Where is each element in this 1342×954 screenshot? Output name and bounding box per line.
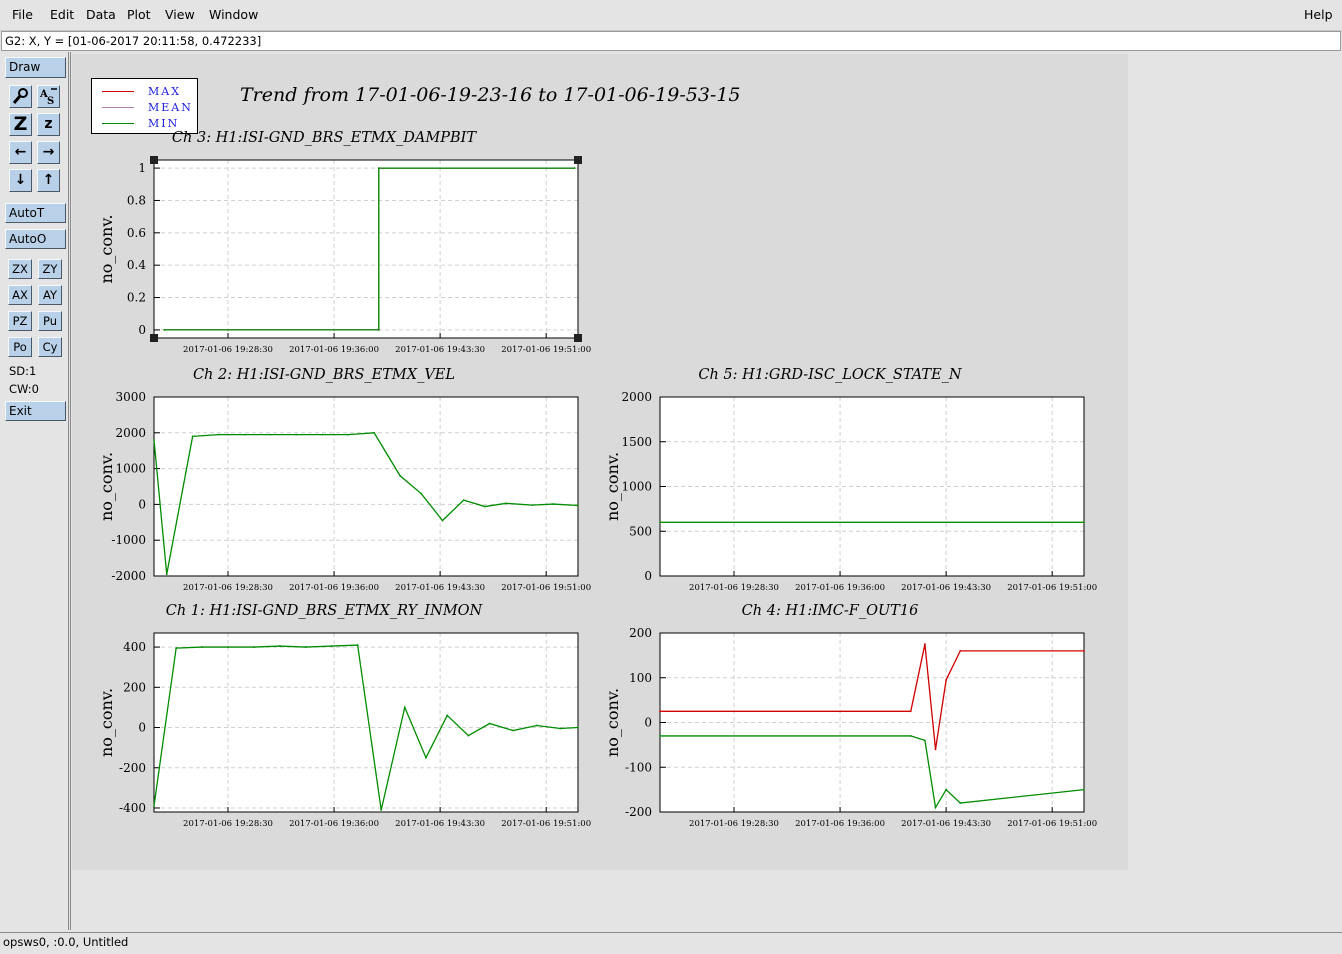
po-button[interactable]: Po <box>8 337 32 357</box>
plot-canvas[interactable] <box>72 54 1128 870</box>
legend-label-max: MAX <box>148 85 182 98</box>
legend-item-mean: MEAN <box>102 101 198 115</box>
zoom-out-icon[interactable]: Z <box>9 113 32 136</box>
zy-button[interactable]: ZY <box>38 259 62 279</box>
legend-label-mean: MEAN <box>148 101 193 114</box>
coordinate-readout-text: G2: X, Y = [01-06-2017 20:11:58, 0.47223… <box>5 34 262 48</box>
cy-button[interactable]: Cy <box>38 337 62 357</box>
menu-help[interactable]: Help <box>1304 7 1333 22</box>
legend: MAX MEAN MIN <box>91 78 198 134</box>
menu-help-label: Help <box>1304 7 1333 22</box>
legend-label-min: MIN <box>148 117 180 130</box>
menu-data[interactable]: Data <box>86 7 116 22</box>
sd-label: SD:1 <box>9 364 37 378</box>
menu-edit-label: Edit <box>50 7 75 22</box>
status-bar-text: opsws0, :0.0, Untitled <box>3 935 129 949</box>
menu-window-label: Window <box>209 7 259 22</box>
menu-data-label: Data <box>86 7 116 22</box>
zoom-in-icon[interactable]: z <box>37 113 60 136</box>
menu-plot-label: Plot <box>127 7 151 22</box>
pz-button[interactable]: PZ <box>8 311 32 331</box>
menu-bar: File Edit Data Plot View Window Help <box>0 0 1342 31</box>
coordinate-readout: G2: X, Y = [01-06-2017 20:11:58, 0.47223… <box>1 31 1341 51</box>
ay-button[interactable]: AY <box>38 285 62 305</box>
main-title: Trend from 17-01-06-19-23-16 to 17-01-06… <box>240 84 741 106</box>
pu-button[interactable]: Pu <box>38 311 62 331</box>
menu-window[interactable]: Window <box>209 7 258 22</box>
up-arrow-icon[interactable]: ↑ <box>37 169 60 192</box>
svg-text:A: A <box>39 89 48 100</box>
svg-text:S: S <box>47 96 54 107</box>
menu-plot[interactable]: Plot <box>127 7 151 22</box>
legend-swatch-max <box>102 91 134 92</box>
magnifier-icon[interactable] <box>9 85 32 108</box>
down-arrow-icon[interactable]: ↓ <box>9 169 32 192</box>
left-arrow-icon[interactable]: ← <box>9 141 32 164</box>
menu-edit[interactable]: Edit <box>50 7 74 22</box>
draw-button[interactable]: Draw <box>5 57 66 78</box>
panel-separator <box>70 52 71 930</box>
menu-file[interactable]: File <box>12 7 33 22</box>
exit-button[interactable]: Exit <box>5 401 66 421</box>
cw-label: CW:0 <box>9 382 39 396</box>
legend-item-min: MIN <box>102 117 198 131</box>
autoo-button[interactable]: AutoO <box>5 229 66 249</box>
legend-swatch-mean <box>102 107 134 108</box>
menu-view[interactable]: View <box>165 7 195 22</box>
ax-button[interactable]: AX <box>8 285 32 305</box>
legend-swatch-min <box>102 123 134 124</box>
menu-file-label: File <box>12 7 33 22</box>
autot-button[interactable]: AutoT <box>5 203 66 223</box>
legend-item-max: MAX <box>102 85 198 99</box>
right-arrow-icon[interactable]: → <box>37 141 60 164</box>
menu-view-label: View <box>165 7 195 22</box>
status-bar: opsws0, :0.0, Untitled <box>0 932 1342 954</box>
zx-button[interactable]: ZX <box>8 259 32 279</box>
